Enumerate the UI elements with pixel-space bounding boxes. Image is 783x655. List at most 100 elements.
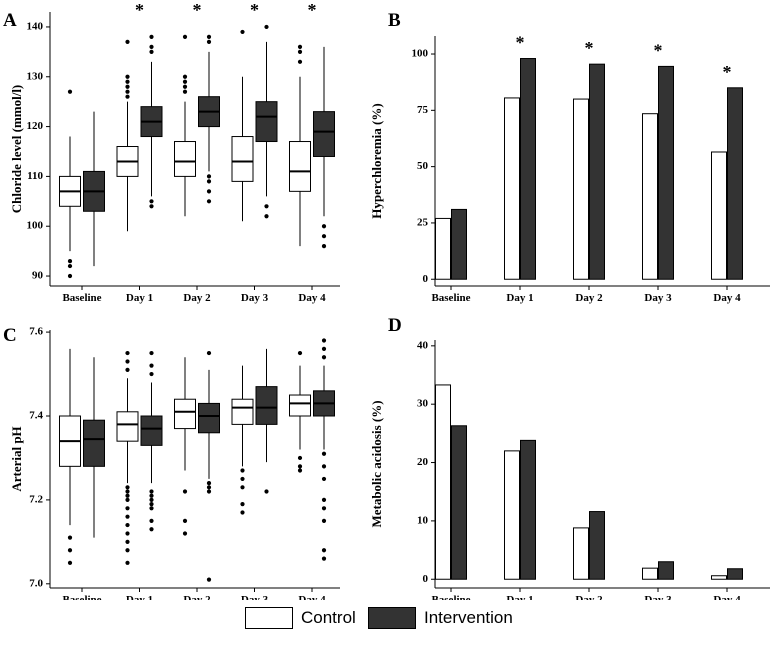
panel-a-outlier-control [125,39,130,44]
panel-a-y-tick-label: 100 [27,220,44,232]
panel-c-outlier-intervention [321,506,327,511]
panel-c-x-tick-label: Day 2 [183,594,211,600]
panel-d-bar-control [435,384,451,580]
panel-a-outlier-intervention [264,24,269,30]
panel-c-box-intervention [83,419,105,467]
panel-c-x-tick-label: Day 3 [241,594,269,600]
panel-c-outlier-control [125,497,130,503]
panel-c-outlier-control [125,506,130,511]
panel-a-outlier-intervention [206,174,212,179]
panel-c-box-control [116,411,139,442]
legend-label-control: Control [301,608,356,627]
panel-d-x-tick-label: Day 2 [575,594,603,600]
panel-c-x-tick-label: Day 1 [126,594,153,600]
panel-d-y-tick-label: 10 [417,514,429,526]
panel-d-bar-intervention [451,425,467,580]
panel-c-outlier-intervention [149,371,154,377]
panel-b-x-tick-label: Baseline [431,292,470,304]
panel-b-y-tick-label: 0 [423,273,429,285]
panel-c-outlier-intervention [149,506,154,511]
panel-c-outlier-intervention [321,518,327,523]
panel-a-significance-star: * [193,0,202,20]
panel-c-outlier-control [125,522,130,528]
panel-c-outlier-intervention [206,485,212,490]
panel-a-y-tick-label: 90 [32,270,44,282]
panel-c-outlier-intervention [149,489,154,494]
panel-c-outlier-control [67,560,73,565]
panel-a-outlier-control [182,84,188,89]
panel-c-outlier-control [182,489,188,494]
panel-c-outlier-control [182,531,188,536]
panel-b-bar-control [573,98,589,280]
panel-a-significance-star: * [135,0,144,20]
panel-c-outlier-intervention [149,497,154,503]
panel-a-box-control [231,136,254,182]
legend-swatch-intervention [368,607,416,629]
panel-a-x-tick-label: Day 4 [298,292,326,304]
panel-b-y-tick-label: 100 [412,48,429,60]
panel-c-outlier-control [125,531,130,536]
panel-b-x-tick-label: Day 2 [575,292,603,304]
panel-d-bar-intervention [658,561,674,580]
panel-a-y-tick-label: 130 [27,70,44,82]
panel-c-box-intervention [255,386,278,425]
panel-b-x-tick-label: Day 1 [506,292,533,304]
panel-d-bar-control [642,567,658,580]
panel-c-outlier-intervention [321,355,327,360]
panel-a-box-control [289,141,311,192]
panel-c-outlier-control [297,468,303,473]
panel-a-outlier-intervention [149,49,154,54]
panel-c-outlier-intervention [206,481,212,486]
panel-a-letter: A [3,10,17,31]
panel-b-y-tick-label: 25 [417,216,429,228]
panel-d-bar-control [711,575,727,580]
panel-a-outlier-intervention [149,44,154,49]
panel-c-outlier-control [297,455,303,461]
panel-a-outlier-control [125,84,130,89]
panel-a-outlier-control [297,49,303,54]
panel-c-outlier-intervention [321,346,327,351]
panel-d-y-tick-label: 0 [423,573,429,585]
panel-c-outlier-intervention [149,350,154,356]
panel-c-outlier-control [125,493,130,498]
panel-b-y-tick-label: 50 [417,160,429,172]
panel-c-outlier-control [240,510,245,515]
panel-c-outlier-intervention [321,338,327,343]
panel-c-box-control [289,394,311,417]
panel-c-outlier-control [125,514,130,519]
panel-c-outlier-intervention [321,556,327,561]
panel-c-outlier-intervention [321,451,327,456]
panel-d-x-tick-label: Baseline [431,594,470,600]
legend-label-intervention: Intervention [424,608,513,627]
panel-d-bar-control [504,450,520,580]
panel-a-outlier-control [182,79,188,84]
panel-a-outlier-control [67,263,73,269]
panel-a-significance-star: * [250,0,259,20]
legend-item-intervention: Intervention [368,605,513,631]
panel-b-bar-intervention [727,87,743,280]
panel-a-x-tick-label: Day 3 [241,292,269,304]
panel-b-letter: B [388,10,401,31]
panel-c-outlier-intervention [206,350,212,356]
panel-d-bar-intervention [589,511,605,580]
panel-c-box-intervention [140,415,163,446]
panel-c-outlier-control [125,359,130,364]
panel-c-outlier-control [297,464,303,469]
panel-d-letter: D [388,315,402,336]
panel-c-y-tick-label: 7.4 [29,410,43,422]
panel-c-outlier-intervention [321,464,327,469]
panel-b-y-axis-label: Hyperchloremia (%) [369,103,384,218]
panel-a-outlier-control [182,74,188,79]
panel-b-x-tick-label: Day 3 [644,292,672,304]
panel-c-outlier-intervention [321,497,327,503]
legend: Control Intervention [0,603,783,633]
panel-a-outlier-control [297,44,303,49]
panel-b-x-tick-label: Day 4 [713,292,741,304]
panel-b-significance-star: * [654,40,663,60]
panel-a-outlier-intervention [206,199,212,204]
panel-a-outlier-control [182,89,188,94]
panel-a-x-tick-label: Baseline [62,292,101,304]
panel-a-y-tick-label: 140 [27,20,44,32]
panel-d-bar-control [573,527,589,580]
panel-c-outlier-intervention [149,363,154,368]
